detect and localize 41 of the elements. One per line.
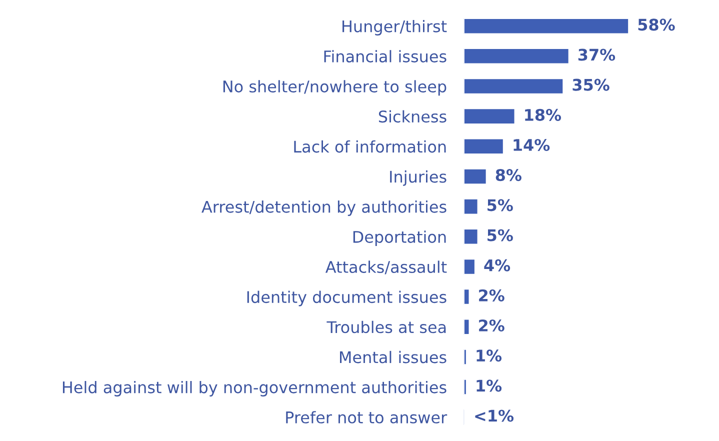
y-tick-label: Financial issues <box>324 50 446 62</box>
y-tick-label: Troubles at sea <box>326 320 446 334</box>
data-label: 1% <box>476 380 502 392</box>
data-label: 35% <box>572 78 610 91</box>
y-tick-label: Arrest/detention by authorities <box>202 200 446 216</box>
y-tick-label: Mental issues <box>340 350 446 364</box>
data-label: 5% <box>488 229 513 242</box>
data-label: <1% <box>475 410 514 422</box>
y-tick-label: Lack of information <box>294 140 446 153</box>
data-label: 37% <box>578 48 616 61</box>
y-tick-label: No shelter/nowhere to sleep <box>223 80 446 96</box>
bar <box>464 48 570 65</box>
y-tick-label: Deportation <box>353 230 446 246</box>
data-label: 4% <box>484 259 510 272</box>
data-label: 18% <box>525 108 562 121</box>
data-label: 1% <box>476 350 502 362</box>
data-label: 8% <box>496 169 522 182</box>
bar <box>464 138 504 155</box>
y-tick-label: Hunger/thirst <box>342 20 447 36</box>
data-label: 58% <box>638 18 675 31</box>
y-tick-label: Held against will by non-government authorities <box>62 380 446 396</box>
data-label: 5% <box>488 199 513 212</box>
data-label: 14% <box>514 138 550 152</box>
y-tick-label: Identity document issues <box>247 290 446 306</box>
y-tick-label: Sickness <box>378 110 446 123</box>
y-tick-label: Injuries <box>390 170 446 186</box>
bar <box>464 18 630 35</box>
bar <box>464 258 476 276</box>
bar <box>464 168 488 185</box>
bar <box>464 78 564 95</box>
y-tick-label: Attacks/assault <box>325 260 447 274</box>
bar <box>464 318 470 336</box>
y-tick-label: Prefer not to answer <box>286 411 448 424</box>
bar <box>464 228 479 246</box>
data-label: 2% <box>479 289 504 302</box>
bar <box>464 108 516 125</box>
data-label: 2% <box>479 319 504 332</box>
bar <box>464 348 468 366</box>
bar <box>464 198 479 216</box>
bar <box>464 378 468 396</box>
bar <box>464 288 470 306</box>
